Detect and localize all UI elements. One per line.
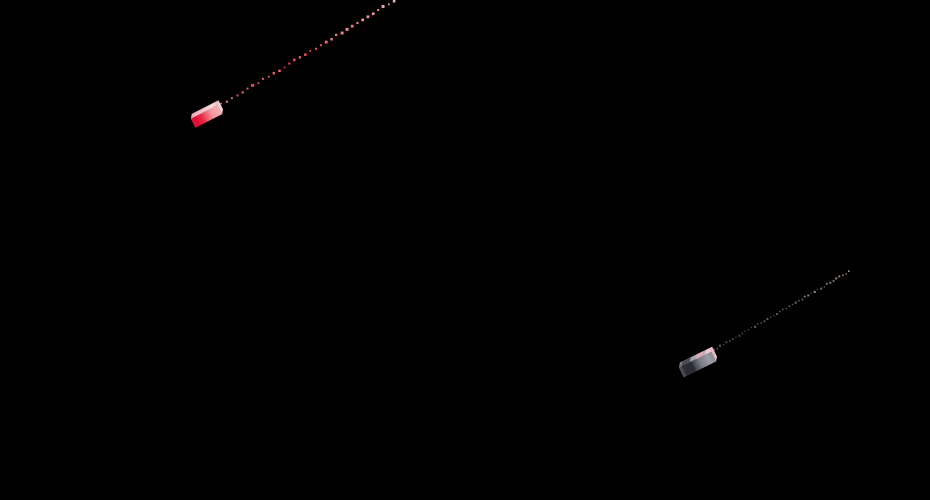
red-projectile-trail-dot xyxy=(361,18,365,22)
red-projectile-trail-dot xyxy=(366,15,370,19)
red-projectile-trail-dot xyxy=(304,53,307,56)
gray-projectile xyxy=(678,346,718,378)
gray-projectile-trail-dot xyxy=(820,287,823,290)
gray-projectile-trail-dot xyxy=(816,288,818,290)
gray-projectile-trail-dot xyxy=(735,336,737,338)
red-projectile-trail-dot xyxy=(388,3,390,6)
gray-projectile-trail-dot xyxy=(835,277,838,280)
gray-projectile-trail-dot xyxy=(791,303,794,306)
gray-projectile-trail-dot xyxy=(826,283,828,285)
red-projectile-trail-dot xyxy=(241,91,244,94)
red-projectile-trail-dot xyxy=(278,69,281,73)
gray-projectile-trail-dot xyxy=(845,273,847,275)
red-projectile-trail-dot xyxy=(330,37,333,41)
gray-projectile-trail-dot xyxy=(760,322,763,324)
gray-projectile-trail-dot xyxy=(776,313,779,315)
red-projectile-trail-dot xyxy=(309,50,312,52)
red-projectile-trail-dot xyxy=(225,100,229,103)
gray-projectile-trail-dot xyxy=(788,305,791,308)
red-projectile-trail-dot xyxy=(246,87,249,90)
red-projectile-trail-dot xyxy=(350,24,354,28)
red-projectile-trail-dot xyxy=(377,9,380,12)
gray-projectile-trail-dot xyxy=(729,340,731,343)
gray-projectile-trail-dot xyxy=(794,301,797,304)
gray-projectile-top-patch xyxy=(681,357,691,367)
gray-projectile-trail-dot xyxy=(798,299,800,302)
red-projectile-trail-dot xyxy=(292,58,296,62)
gray-projectile-trail-dot xyxy=(747,329,750,331)
gray-projectile-trail-dot xyxy=(829,281,832,284)
red-projectile-top-face xyxy=(190,100,219,119)
gray-projectile-trail-dot xyxy=(744,330,746,332)
red-projectile-trail-dot xyxy=(324,40,328,44)
red-projectile-trail-dot xyxy=(251,83,255,87)
gray-projectile-trail-dot xyxy=(712,348,715,351)
red-projectile-trail-dot xyxy=(381,5,385,8)
red-projectile-trail-dot xyxy=(257,82,260,85)
gray-projectile-trail-dot xyxy=(716,347,719,350)
gray-projectile-trail-dot xyxy=(785,307,788,310)
gray-projectile-trail-dot xyxy=(779,310,781,313)
gray-projectile-trail-dot xyxy=(741,332,744,335)
red-projectile-trail-dot xyxy=(283,66,286,69)
red-projectile-trail-dot xyxy=(334,33,338,37)
red-projectile-trail-dot xyxy=(288,62,291,65)
gray-projectile-trail-dot xyxy=(738,334,741,337)
red-projectile-trail-dot xyxy=(236,94,239,97)
gray-projectile-trail-dot xyxy=(756,323,759,325)
red-projectile-trail-dot xyxy=(340,31,344,35)
red-projectile-trail-dot xyxy=(298,56,301,59)
gray-projectile-trail-dot xyxy=(763,320,766,323)
red-projectile-trail-dot xyxy=(345,27,349,31)
red-projectile-side-patch xyxy=(190,116,201,128)
gray-projectile-trail-dot xyxy=(807,294,810,297)
gray-projectile-top-patch xyxy=(695,351,704,360)
gray-projectile-trail-dot xyxy=(722,344,725,346)
gray-projectile-trail-dot xyxy=(801,298,804,301)
red-projectile-trail-dot xyxy=(392,0,396,3)
red-projectile xyxy=(190,100,223,128)
gray-projectile-trail-dot xyxy=(813,290,816,294)
red-projectile-trail-dot xyxy=(230,97,233,100)
gray-projectile-trail-dot xyxy=(718,344,722,347)
gray-projectile-trail-dot xyxy=(769,316,772,318)
red-projectile-trail-dot xyxy=(314,47,318,50)
gray-projectile-trail-dot xyxy=(823,286,825,288)
gray-projectile-trail-dot xyxy=(810,292,812,294)
red-projectile-trail-dot xyxy=(220,102,222,105)
red-projectile-trail-dot xyxy=(267,75,270,78)
gray-projectile-trail-dot xyxy=(731,338,734,341)
gray-projectile-trail-dot xyxy=(803,295,806,298)
gray-projectile-trail-dot xyxy=(841,274,844,277)
gray-projectile-trail-dot xyxy=(847,270,850,272)
red-projectile-trail-dot xyxy=(261,77,264,80)
gray-projectile-trail-dot xyxy=(773,315,775,317)
gray-projectile-rear-cap xyxy=(711,346,718,362)
gray-projectile-trail xyxy=(712,270,850,351)
gray-projectile-trail-dot xyxy=(725,341,728,344)
gray-projectile-trail-dot xyxy=(750,327,752,329)
red-projectile-trail-dot xyxy=(371,12,375,16)
red-projectile-trail-dot xyxy=(272,71,276,75)
gray-projectile-top-patch xyxy=(704,346,713,355)
gray-projectile-trail-dot xyxy=(838,275,841,278)
red-projectile-rear-cap xyxy=(217,100,223,115)
red-projectile-trail-dot xyxy=(356,21,359,25)
gray-projectile-trail-dot xyxy=(754,325,757,328)
gray-projectile-trail-dot xyxy=(782,308,784,311)
gray-projectile-trail-dot xyxy=(766,318,769,320)
red-projectile-trail-dot xyxy=(319,44,322,47)
gray-projectile-side-patch xyxy=(682,361,697,376)
red-projectile-trail xyxy=(220,0,396,105)
gray-projectile-trail-dot xyxy=(832,280,835,282)
